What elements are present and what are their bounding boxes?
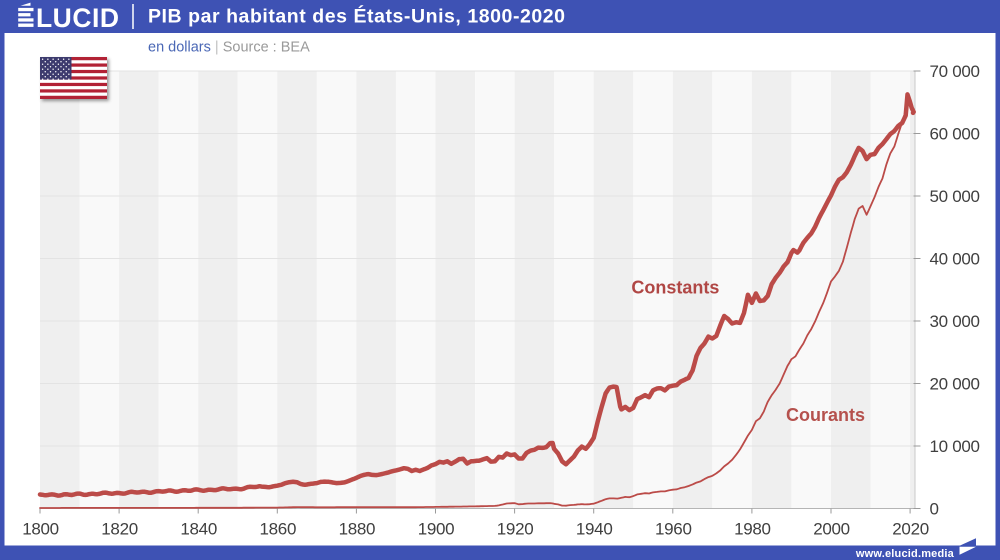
svg-text:20 000: 20 000 bbox=[930, 375, 980, 394]
svg-text:1880: 1880 bbox=[339, 519, 376, 538]
svg-text:1840: 1840 bbox=[180, 519, 217, 538]
svg-text:30 000: 30 000 bbox=[930, 312, 980, 331]
svg-text:2000: 2000 bbox=[813, 519, 850, 538]
svg-text:en dollars | Source : BEA: en dollars | Source : BEA bbox=[148, 40, 310, 56]
svg-text:1800: 1800 bbox=[22, 519, 59, 538]
svg-text:LUCID: LUCID bbox=[36, 3, 119, 33]
svg-text:50 000: 50 000 bbox=[930, 187, 980, 206]
svg-text:PIB par habitant des États-Uni: PIB par habitant des États-Unis, 1800-20… bbox=[148, 5, 566, 28]
svg-text:1820: 1820 bbox=[101, 519, 138, 538]
svg-text:1920: 1920 bbox=[497, 519, 534, 538]
svg-text:70 000: 70 000 bbox=[930, 62, 980, 81]
svg-text:1960: 1960 bbox=[655, 519, 692, 538]
svg-text:1940: 1940 bbox=[576, 519, 613, 538]
svg-text:40 000: 40 000 bbox=[930, 250, 980, 269]
svg-text:1860: 1860 bbox=[259, 519, 296, 538]
svg-text:Constants: Constants bbox=[631, 277, 719, 297]
svg-text:0: 0 bbox=[930, 500, 939, 519]
svg-text:2020: 2020 bbox=[892, 519, 929, 538]
svg-text:1980: 1980 bbox=[734, 519, 771, 538]
svg-text:60 000: 60 000 bbox=[930, 125, 980, 144]
svg-text:Courants: Courants bbox=[786, 405, 865, 425]
svg-text:1900: 1900 bbox=[418, 519, 455, 538]
svg-text:www.elucid.media: www.elucid.media bbox=[855, 548, 955, 560]
svg-text:10 000: 10 000 bbox=[930, 437, 980, 456]
